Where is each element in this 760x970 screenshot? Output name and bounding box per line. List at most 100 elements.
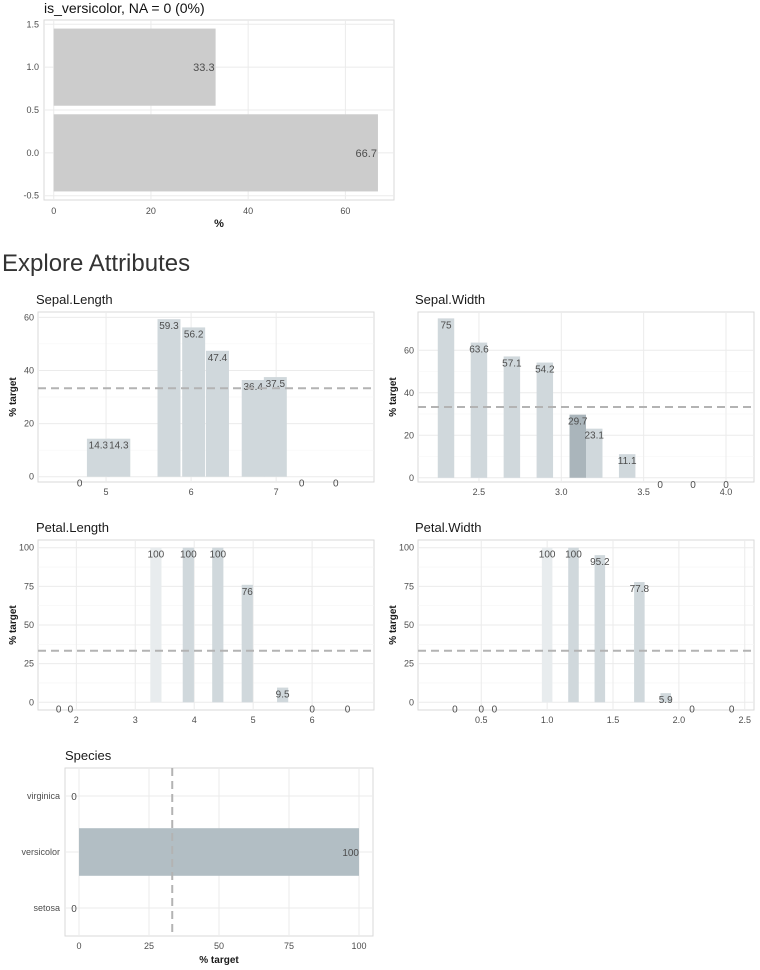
bar-label: 100	[209, 550, 226, 561]
x-axis-label: % target	[199, 955, 239, 966]
x-tick-label: 3	[133, 715, 138, 725]
bar	[182, 547, 194, 703]
bar-label: 37.5	[266, 379, 286, 390]
bar-label: 100	[539, 550, 556, 561]
bar-label: 14.3	[109, 441, 129, 452]
target-title: is_versicolor, NA = 0 (0%)	[44, 0, 205, 16]
species-chart: 0 25 50 75 100 virginica 0 versicolor 100 setosa 0…	[21, 767, 374, 966]
bar-label: 0	[56, 704, 62, 715]
y-tick-label: 0	[409, 697, 414, 707]
y-tick-label: 0	[29, 472, 34, 482]
y-axis-label: % target	[8, 605, 19, 645]
bar	[53, 114, 378, 192]
x-tick-label: 2.5	[473, 487, 486, 497]
bar-label: 100	[565, 550, 582, 561]
bar-label: 0	[729, 704, 735, 715]
bar	[470, 342, 488, 478]
chart-title-sepal-width: Sepal.Width	[415, 292, 486, 307]
bar-label: 0	[299, 479, 305, 490]
bar	[79, 828, 359, 876]
bar-label: 0	[492, 704, 498, 715]
bar	[618, 454, 636, 478]
x-tick-label: 2	[74, 715, 79, 725]
x-tick-label: 40	[243, 206, 253, 216]
chart-title-species: Species	[65, 748, 112, 763]
bar	[206, 350, 229, 477]
x-tick-label: 7	[274, 487, 279, 497]
bar	[241, 380, 265, 477]
x-tick-label: 0.5	[475, 715, 488, 725]
x-tick-label: 60	[340, 206, 350, 216]
y-tick-label: 60	[24, 312, 34, 322]
y-tick-label: 40	[24, 365, 34, 375]
x-tick-label: 2.5	[739, 715, 752, 725]
bar	[241, 584, 253, 703]
bar-label: 0	[690, 480, 696, 491]
x-tick-label: 75	[284, 941, 294, 951]
bar-label: 0	[478, 704, 484, 715]
bar-label: 66.7	[356, 148, 377, 160]
x-tick-label: 3.0	[555, 487, 568, 497]
y-tick-label: 50	[24, 620, 34, 630]
x-tick-label: 6	[310, 715, 315, 725]
bar-label: 63.6	[469, 345, 489, 356]
y-tick-label: virginica	[27, 791, 60, 801]
bar-label: 76	[242, 587, 254, 598]
bar	[277, 687, 289, 703]
chart-title-petal-width: Petal.Width	[415, 520, 482, 535]
y-tick-label: 75	[24, 581, 34, 591]
bar	[212, 547, 224, 703]
y-tick-label: 40	[404, 388, 414, 398]
bar-label: 100	[148, 550, 165, 561]
bar-label: 0	[345, 704, 351, 715]
bar	[634, 582, 645, 703]
x-tick-label: 5	[104, 487, 109, 497]
bar	[541, 547, 553, 703]
bar-label: 0	[657, 480, 663, 491]
bar-label: 54.2	[535, 365, 555, 376]
x-tick-label: 0	[76, 941, 81, 951]
y-tick-label: 0.0	[26, 148, 39, 158]
bar-label: 57.1	[502, 358, 522, 369]
bar-label: 100	[180, 550, 197, 561]
bar	[586, 428, 603, 478]
x-axis-label: %	[214, 218, 224, 230]
bar-label: 0	[71, 792, 77, 803]
bar-label: 29.7	[568, 417, 588, 428]
x-tick-label: 0	[51, 206, 56, 216]
section-title: Explore Attributes	[2, 250, 191, 277]
bar	[536, 362, 554, 478]
bar-label: 0	[452, 704, 458, 715]
y-axis-label: % target	[8, 377, 19, 417]
bar-label: 59.3	[159, 321, 179, 332]
y-tick-label: 60	[404, 345, 414, 355]
bar	[157, 319, 181, 477]
x-tick-label: 20	[146, 206, 156, 216]
y-tick-label: -0.5	[23, 191, 39, 201]
bar-label: 95.2	[590, 557, 610, 568]
y-tick-label: 1.5	[26, 19, 39, 29]
bar	[437, 318, 455, 478]
y-tick-label: 100	[19, 543, 34, 553]
x-tick-label: 50	[214, 941, 224, 951]
y-tick-label: 20	[404, 430, 414, 440]
bar-label: 5.9	[659, 695, 673, 706]
y-tick-label: 25	[404, 659, 414, 669]
bar-label: 0	[723, 480, 729, 491]
bar-label: 23.1	[585, 431, 605, 442]
bar	[53, 28, 216, 106]
y-tick-label: 75	[404, 581, 414, 591]
x-tick-label: 4.0	[720, 487, 733, 497]
bar-label: 0	[309, 704, 315, 715]
y-tick-label: 0.5	[26, 105, 39, 115]
bar-label: 33.3	[193, 62, 214, 74]
bar-label: 0	[333, 479, 339, 490]
bar	[182, 327, 206, 477]
y-tick-label: 50	[404, 620, 414, 630]
bar-label: 47.4	[208, 353, 228, 364]
y-tick-label: setosa	[33, 903, 60, 913]
x-tick-label: 5	[251, 715, 256, 725]
x-tick-label: 1.0	[541, 715, 554, 725]
